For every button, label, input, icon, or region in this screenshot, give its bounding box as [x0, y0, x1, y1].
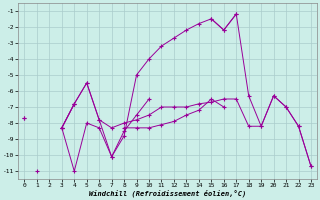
- X-axis label: Windchill (Refroidissement éolien,°C): Windchill (Refroidissement éolien,°C): [89, 190, 246, 197]
